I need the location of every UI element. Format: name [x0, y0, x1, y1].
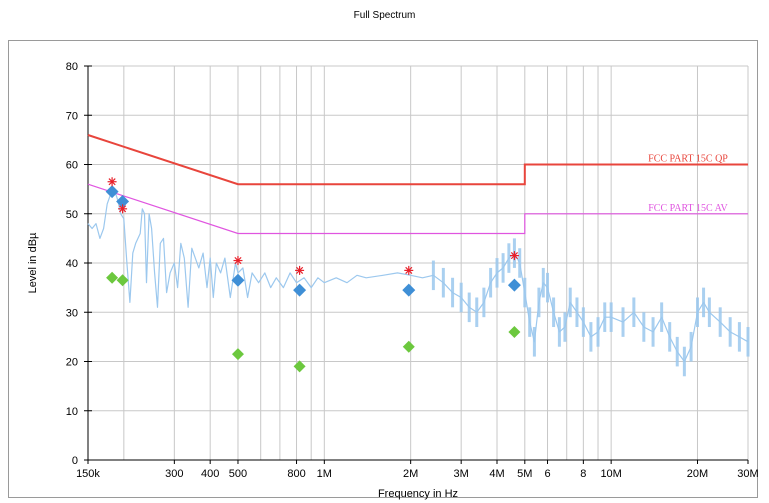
plot-frame	[8, 40, 758, 498]
x-tick-label: 3M	[454, 468, 469, 480]
y-tick-label: 10	[66, 406, 78, 418]
qp-marker	[116, 194, 130, 208]
limit-line	[87, 183, 748, 235]
x-tick-label: 20M	[687, 468, 708, 480]
peak-marker	[233, 256, 243, 266]
av-marker	[402, 340, 415, 353]
qp-marker	[293, 283, 307, 297]
peak-marker	[118, 204, 128, 214]
spectrum-noise-band	[431, 238, 750, 377]
spectrum-trace	[87, 188, 749, 363]
y-tick-label: 80	[66, 61, 78, 73]
peak-marker-stroke	[108, 178, 116, 186]
y-tick-label: 50	[66, 209, 78, 221]
peak-marker-stroke	[405, 266, 413, 274]
x-tick-label: 10M	[600, 468, 621, 480]
y-tick-label: 40	[66, 258, 78, 270]
grid	[87, 65, 749, 461]
peak-marker-stroke	[234, 256, 242, 265]
x-tick-label: 2M	[403, 468, 418, 480]
peak-marker	[295, 265, 305, 275]
qp-marker	[507, 278, 521, 292]
x-tick-label: 150k	[76, 468, 100, 480]
av-marker	[508, 325, 521, 338]
av-marker	[106, 271, 119, 284]
peak-marker	[107, 177, 117, 187]
av-marker	[231, 348, 244, 361]
x-tick-label: 8	[580, 468, 586, 480]
x-axis-title: Frequency in Hz	[378, 488, 458, 500]
x-tick-label: 6	[544, 468, 550, 480]
x-tick-label: 500	[229, 468, 247, 480]
y-tick-label: 30	[66, 307, 78, 319]
peak-marker-stroke	[510, 252, 518, 260]
y-tick-label: 60	[66, 160, 78, 172]
peak-marker-stroke	[296, 266, 304, 274]
limit-line	[87, 134, 748, 186]
y-tick-label: 70	[66, 110, 78, 122]
x-tick-label: 300	[165, 468, 183, 480]
x-tick-label: 400	[201, 468, 219, 480]
av-marker	[116, 274, 129, 287]
av-marker	[293, 360, 306, 373]
x-tick-label: 800	[287, 468, 305, 480]
x-tick-label: 5M	[517, 468, 532, 480]
peak-marker	[404, 265, 414, 275]
limit-line-label: FCC PART 15C QP	[648, 154, 728, 165]
limit-line-label: FCC PART 15C AV	[648, 203, 728, 214]
qp-marker	[402, 283, 416, 297]
qp-marker	[105, 185, 119, 199]
peak-marker	[509, 251, 519, 261]
qp-marker	[231, 273, 245, 287]
x-tick-label: 30M	[737, 468, 758, 480]
x-tick-label: 1M	[317, 468, 332, 480]
y-tick-label: 0	[72, 455, 78, 467]
chart-title: Full Spectrum	[353, 10, 416, 21]
x-tick-label: 4M	[489, 468, 504, 480]
y-tick-label: 20	[66, 357, 78, 369]
peak-marker-stroke	[119, 205, 127, 213]
y-axis-title: Level in dBµ	[27, 232, 39, 293]
